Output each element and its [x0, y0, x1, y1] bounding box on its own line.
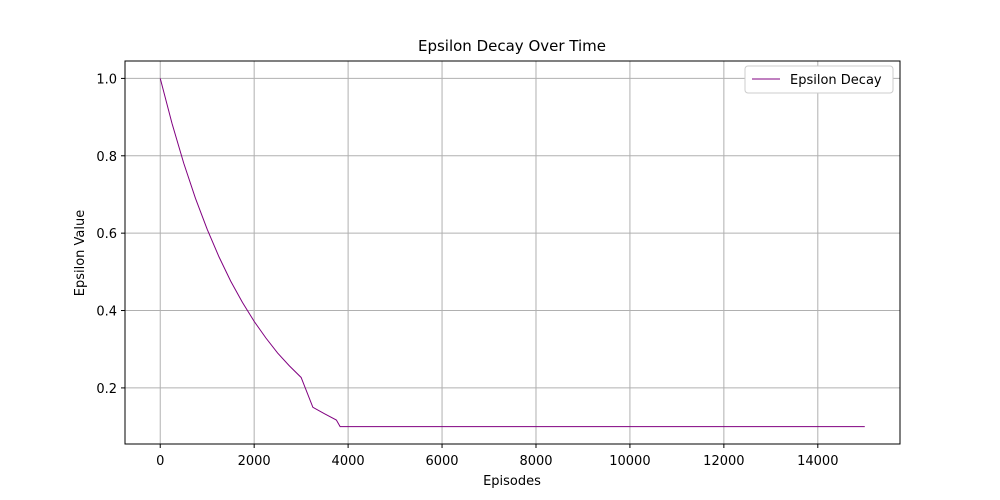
x-tick-label: 10000 — [609, 454, 650, 469]
x-tick-label: 12000 — [703, 454, 744, 469]
y-tick-label: 1.0 — [96, 72, 117, 87]
plot-frame — [124, 60, 901, 445]
x-tick-label: 0 — [156, 454, 164, 469]
x-tick-label: 8000 — [519, 454, 552, 469]
y-tick-label: 0.8 — [96, 150, 117, 165]
x-tick-label: 6000 — [425, 454, 458, 469]
legend-label: Epsilon Decay — [790, 73, 882, 88]
ticks-layer: 0 2000 4000 6000 8000 10000 12000 14000 0.2 0.4 0.… — [96, 72, 838, 469]
x-tick-label: 4000 — [332, 454, 365, 469]
legend-box — [744, 65, 894, 94]
x-tick-label: 2000 — [238, 454, 271, 469]
legend: Epsilon Decay — [744, 65, 894, 94]
y-tick-label: 0.6 — [96, 227, 117, 242]
grid-layer — [125, 61, 900, 444]
series-layer — [159, 78, 865, 428]
axes-layer — [124, 60, 901, 445]
y-tick-label: 0.4 — [96, 305, 117, 320]
x-tick-label: 14000 — [797, 454, 838, 469]
chart-title: Epsilon Decay Over Time — [418, 37, 606, 55]
x-axis-label: Episodes — [483, 474, 541, 489]
y-axis-label: Epsilon Value — [73, 210, 88, 297]
y-tick-label: 0.2 — [96, 382, 117, 397]
series-line-epsilon-decay — [159, 78, 865, 428]
